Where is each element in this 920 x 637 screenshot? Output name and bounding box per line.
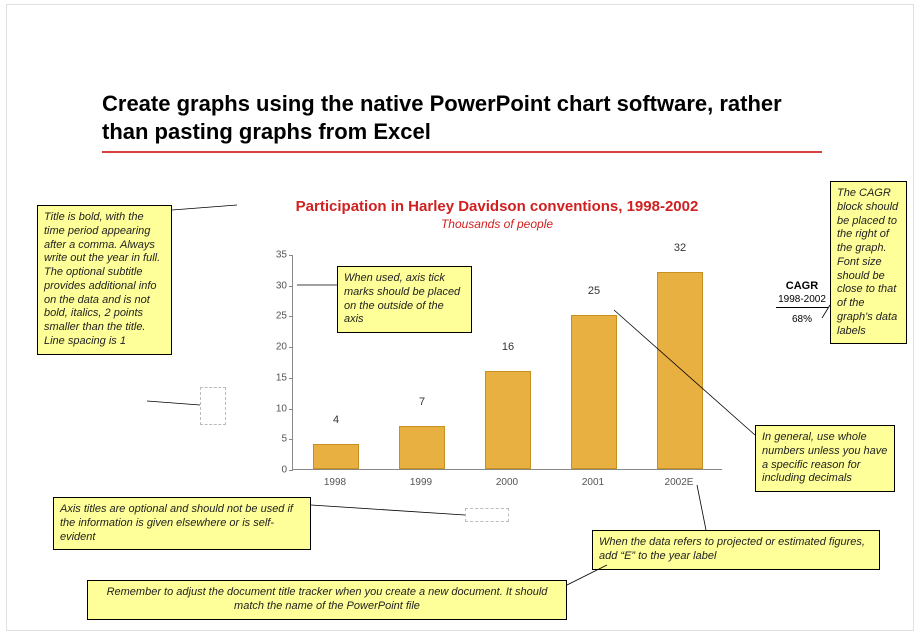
- callout-cagr: The CAGR block should be placed to the r…: [830, 181, 907, 344]
- y-tick-label: 5: [263, 434, 287, 445]
- y-tick-label: 15: [263, 372, 287, 383]
- callout-tick-marks: When used, axis tick marks should be pla…: [337, 266, 472, 333]
- chart-title: Participation in Harley Davidson convent…: [237, 198, 757, 215]
- bar: [399, 426, 445, 469]
- x-category-label: 2001: [563, 477, 623, 488]
- chart-title-block: Participation in Harley Davidson convent…: [237, 198, 757, 231]
- bar-value-label: 32: [657, 242, 703, 257]
- title-block: Create graphs using the native PowerPoin…: [102, 90, 822, 153]
- cagr-block: CAGR 1998-2002 68%: [767, 280, 837, 325]
- bar-value-label: 25: [571, 285, 617, 300]
- y-tick-label: 10: [263, 403, 287, 414]
- y-tick-label: 30: [263, 280, 287, 291]
- slide-canvas: Create graphs using the native PowerPoin…: [6, 4, 914, 631]
- chart-subtitle: Thousands of people: [237, 217, 757, 231]
- bar-value-label: 4: [313, 414, 359, 429]
- bar-value-label: 16: [485, 341, 531, 356]
- y-tick-label: 20: [263, 342, 287, 353]
- cagr-period: 1998-2002: [776, 294, 828, 308]
- placeholder-box-left: [200, 387, 226, 425]
- bar: [571, 315, 617, 469]
- x-category-label: 2000: [477, 477, 537, 488]
- cagr-value: 68%: [767, 314, 837, 325]
- placeholder-box-bottom: [465, 508, 509, 522]
- callout-projected-e: When the data refers to projected or est…: [592, 530, 880, 570]
- x-category-label: 1998: [305, 477, 365, 488]
- x-category-label: 2002E: [649, 477, 709, 488]
- y-tick-label: 0: [263, 465, 287, 476]
- page-title: Create graphs using the native PowerPoin…: [102, 90, 822, 145]
- callout-title-tracker: Remember to adjust the document title tr…: [87, 580, 567, 620]
- callout-title-formatting: Title is bold, with the time period appe…: [37, 205, 172, 355]
- callout-axis-titles: Axis titles are optional and should not …: [53, 497, 311, 550]
- y-tick-label: 25: [263, 311, 287, 322]
- cagr-label: CAGR: [767, 280, 837, 292]
- bar: [313, 444, 359, 469]
- x-category-label: 1999: [391, 477, 451, 488]
- y-tick-label: 35: [263, 250, 287, 261]
- callout-whole-numbers: In general, use whole numbers unless you…: [755, 425, 895, 492]
- title-underline: [102, 151, 822, 153]
- bar: [657, 272, 703, 469]
- bar-value-label: 7: [399, 396, 445, 411]
- bar: [485, 371, 531, 469]
